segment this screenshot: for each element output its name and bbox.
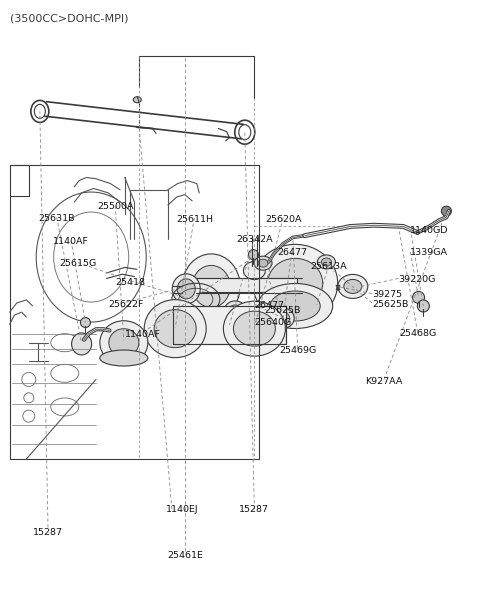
Text: 25615G: 25615G [59,259,96,268]
Text: 1140GD: 1140GD [410,226,449,234]
Text: 25625B: 25625B [264,307,300,315]
Ellipse shape [258,259,268,267]
Ellipse shape [243,261,265,280]
Ellipse shape [223,301,286,356]
Circle shape [81,318,90,327]
Text: K927AA: K927AA [365,378,403,386]
Circle shape [413,291,424,304]
Text: 1140EJ: 1140EJ [166,505,198,513]
Ellipse shape [258,283,333,329]
Ellipse shape [228,305,242,317]
Text: 26477: 26477 [254,301,284,310]
Text: 25631B: 25631B [38,214,75,223]
Text: 25640G: 25640G [254,318,292,327]
Text: 15287: 15287 [240,505,269,513]
Ellipse shape [270,291,320,321]
Bar [196,278,297,293]
Circle shape [442,206,451,216]
Ellipse shape [133,97,141,103]
Text: 1140AF: 1140AF [53,237,89,246]
Ellipse shape [72,333,92,355]
Ellipse shape [317,255,336,269]
Text: 39220G: 39220G [398,275,436,284]
Text: 15287: 15287 [33,528,63,537]
Ellipse shape [182,254,240,319]
Ellipse shape [276,312,290,324]
Ellipse shape [254,256,272,270]
Ellipse shape [177,279,195,299]
Text: 25461E: 25461E [167,551,203,560]
Text: 25625B: 25625B [372,300,408,308]
Text: 25500A: 25500A [97,203,133,211]
Ellipse shape [172,274,200,304]
Text: (3500CC>DOHC-MPI): (3500CC>DOHC-MPI) [10,13,128,23]
Text: 1140AF: 1140AF [125,330,161,339]
Text: 25622F: 25622F [108,300,144,308]
Ellipse shape [109,329,139,357]
Ellipse shape [344,280,362,293]
Ellipse shape [144,300,206,357]
Ellipse shape [224,301,246,321]
Ellipse shape [322,258,331,266]
Circle shape [418,300,429,312]
Text: 26342A: 26342A [236,236,273,244]
Bar [173,306,286,344]
Text: 25620A: 25620A [265,215,301,223]
Text: 25613A: 25613A [311,262,347,271]
Ellipse shape [272,308,294,328]
Ellipse shape [268,258,323,308]
Ellipse shape [233,311,276,346]
Text: 25611H: 25611H [176,215,213,223]
Text: 26477: 26477 [277,248,307,257]
Ellipse shape [192,266,230,307]
Text: 39275: 39275 [372,290,402,299]
Text: 1339GA: 1339GA [410,248,448,257]
Ellipse shape [338,274,368,299]
Ellipse shape [100,321,148,365]
Circle shape [249,250,258,259]
Text: 25469G: 25469G [279,346,316,354]
Text: 25418: 25418 [116,278,145,286]
Text: 25468G: 25468G [399,329,436,338]
Ellipse shape [100,350,148,366]
Ellipse shape [252,244,338,323]
Ellipse shape [154,310,196,348]
